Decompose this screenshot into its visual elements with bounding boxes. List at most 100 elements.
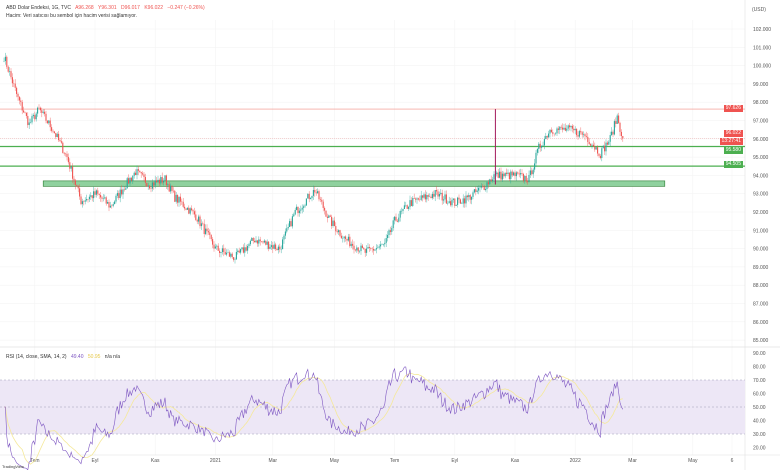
candle-body [588,141,590,145]
candle-body [91,195,93,199]
candle-body [297,206,299,214]
candle-body [431,193,433,199]
candle-body [613,121,615,135]
candle-body [416,198,418,200]
candle-body [483,186,485,191]
candle-body [219,250,221,253]
candle-body [168,184,170,192]
candle-body [221,248,223,253]
candle-body [115,195,117,202]
candle-body [282,239,284,250]
candle-body [375,248,377,250]
candle-body [541,146,543,148]
candle-body [591,144,593,146]
candle-body [489,179,491,185]
candle-body [464,198,466,204]
candle-body [618,115,620,123]
candle-body [608,141,610,145]
candle-body [452,198,454,200]
candle-body [585,136,587,137]
candle-body [564,127,566,131]
candle-body [578,131,580,137]
candle-body [242,247,244,253]
candle-body [46,120,48,124]
candle-body [247,246,249,251]
open-value: A96.268 [75,5,94,11]
candle-body [548,133,550,138]
candle-body [122,189,124,195]
candle-body [384,242,386,245]
candle-body [70,166,72,169]
volume-note: Hacim: Veri satıcısı bu sembol için haci… [6,13,137,19]
candle-body [433,193,435,197]
candle-body [171,185,173,191]
candle-body [98,193,100,196]
candle-body [563,127,565,130]
candle-body [346,238,348,241]
candle-body [424,194,426,200]
candle-body [164,175,166,181]
candle-body [228,252,230,257]
candle-body [570,125,572,128]
candle-body [18,96,20,101]
candle-body [415,198,417,200]
candle-body [101,197,103,199]
candle-body [587,136,589,142]
candle-body [367,246,369,249]
candle-body [188,207,190,214]
candle-body [142,173,144,175]
candle-body [90,195,92,197]
candle-body [301,207,303,210]
candle-body [81,201,83,205]
candle-body [9,71,11,72]
candle-body [490,179,492,181]
candle-body [49,120,51,128]
candle-body [21,102,23,111]
candle-body [108,202,110,208]
price-tick-label: 102.000 [753,27,771,33]
candle-body [370,247,372,249]
candle-body [527,181,529,183]
time-tick-label: May [330,458,340,464]
candle-body [493,174,495,180]
candle-body [469,195,471,200]
time-tick-label: May [688,458,698,464]
candle-body [394,216,396,221]
candle-body [287,226,289,229]
candle-body [420,195,422,200]
candle-body [605,142,607,152]
candle-body [94,191,96,195]
candle-body [538,143,540,150]
candle-body [434,190,436,197]
candle-body [67,157,69,163]
candle-body [255,240,257,243]
candle-body [584,134,586,137]
candle-body [566,128,568,131]
candle-body [387,234,389,239]
candle-body [413,198,415,199]
candle-body [314,190,316,193]
candle-body [366,248,368,253]
candle-body [233,257,235,260]
candle-body [402,208,404,211]
candle-body [543,139,545,146]
time-tick-label: Eyl [92,458,99,464]
candle-body [137,169,139,171]
rsi-tick-label: 70.00 [753,378,766,384]
candle-body [286,228,288,232]
candle-body [4,56,6,62]
change-value: −0.247 (−0.26%) [167,5,205,11]
candle-body [524,175,526,181]
time-tick-label: 6 [731,458,734,464]
candle-body [329,215,331,217]
candle-body [245,247,247,251]
candle-body [539,143,541,148]
candle-body [406,205,408,209]
candle-body [399,210,401,218]
currency-label[interactable]: (USD) [752,7,766,13]
candle-body [576,128,578,136]
candle-body [200,223,202,227]
candle-body [590,144,592,146]
candle-body [417,198,419,200]
